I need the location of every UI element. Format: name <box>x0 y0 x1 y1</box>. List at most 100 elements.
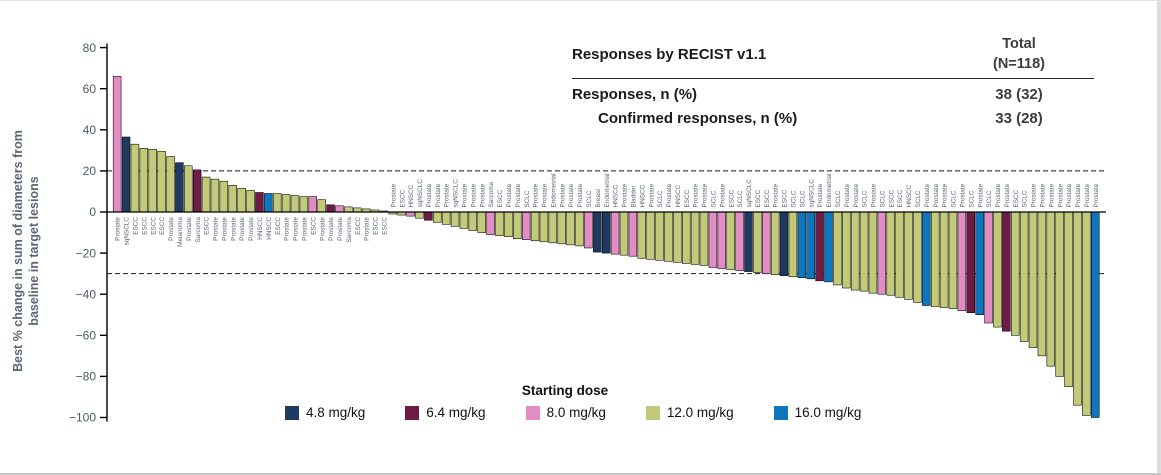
dose-8-0-label: 8.0 mg/kg <box>546 405 606 420</box>
svg-text:80: 80 <box>83 41 97 55</box>
dose-legend: Starting dose 4.8 mg/kg 6.4 mg/kg 8.0 mg… <box>285 383 861 420</box>
svg-text:Prostate: Prostate <box>301 217 308 241</box>
y-axis-title: Best % change in sum of diameters from b… <box>10 101 54 401</box>
svg-text:ESCC: ESCC <box>755 189 762 207</box>
table-row-responses: Responses, n (%) 38 (32) <box>572 86 1094 103</box>
svg-text:HNSCC: HNSCC <box>266 217 273 240</box>
legend-item-12-0: 12.0 mg/kg <box>645 405 734 420</box>
svg-text:Prostate: Prostate <box>622 183 629 207</box>
table-total-line2: (N=118) <box>993 55 1045 72</box>
responses-value: 38 (32) <box>995 86 1043 104</box>
table-title: Responses by RECIST v1.1 <box>572 46 767 64</box>
svg-text:Prostate: Prostate <box>1048 183 1055 207</box>
svg-text:Prostate: Prostate <box>506 183 513 207</box>
confirmed-responses-label: Confirmed responses, n (%) <box>598 110 798 128</box>
svg-text:Prostate: Prostate <box>284 217 291 241</box>
svg-text:sqNSCLC: sqNSCLC <box>746 179 753 208</box>
svg-text:Prostate: Prostate <box>435 183 442 207</box>
svg-text:Melanoma: Melanoma <box>177 217 184 247</box>
svg-text:HNSCC: HNSCC <box>257 217 264 240</box>
table-total-header: Total (N=118) <box>944 35 1094 74</box>
table-total-line1: Total <box>1002 36 1036 52</box>
dose-12-0-swatch-icon <box>645 405 660 420</box>
svg-text:SCLC: SCLC <box>1022 190 1029 207</box>
confirmed-responses-value: 33 (28) <box>995 110 1043 128</box>
svg-text:Prostate: Prostate <box>426 183 433 207</box>
svg-text:20: 20 <box>83 164 97 178</box>
svg-text:SCLC: SCLC <box>915 190 922 207</box>
svg-text:Prostate: Prostate <box>773 183 780 207</box>
svg-text:Prostate: Prostate <box>533 183 540 207</box>
svg-text:SCLC: SCLC <box>879 190 886 207</box>
svg-text:Prostate: Prostate <box>1084 183 1091 207</box>
svg-text:Prostate: Prostate <box>115 217 122 241</box>
svg-text:Prostate: Prostate <box>702 183 709 207</box>
svg-text:Prostate: Prostate <box>693 183 700 207</box>
legend-title: Starting dose <box>521 383 609 398</box>
svg-text:Prostate: Prostate <box>853 183 860 207</box>
svg-text:Prostate: Prostate <box>1057 183 1064 207</box>
svg-text:ESCC: ESCC <box>373 217 380 235</box>
svg-text:ESCC: ESCC <box>204 217 211 235</box>
svg-text:40: 40 <box>83 123 97 137</box>
svg-text:Prostate: Prostate <box>924 183 931 207</box>
svg-text:HNSCC: HNSCC <box>639 184 646 207</box>
svg-text:Prostate: Prostate <box>1066 183 1073 207</box>
legend-item-8-0: 8.0 mg/kg <box>525 405 606 420</box>
svg-text:Prostate: Prostate <box>542 183 549 207</box>
svg-text:−80: −80 <box>76 370 97 384</box>
svg-text:HNSCC: HNSCC <box>675 184 682 207</box>
svg-text:Prostate: Prostate <box>1075 183 1082 207</box>
svg-text:Prostate: Prostate <box>1093 183 1100 207</box>
svg-text:Prostate: Prostate <box>666 183 673 207</box>
svg-text:Prostate: Prostate <box>933 183 940 207</box>
svg-text:HNSCC: HNSCC <box>613 184 620 207</box>
svg-text:SCLC: SCLC <box>862 190 869 207</box>
table-row-confirmed-responses: Confirmed responses, n (%) 33 (28) <box>572 110 1094 127</box>
svg-text:Prostate: Prostate <box>648 183 655 207</box>
svg-text:ESCC: ESCC <box>728 189 735 207</box>
svg-text:sqNSCLC: sqNSCLC <box>124 217 131 246</box>
panel-right-edge <box>1157 1 1161 473</box>
svg-text:Sarcoma: Sarcoma <box>488 181 495 207</box>
svg-text:Prostate: Prostate <box>871 183 878 207</box>
recist-response-table: Responses by RECIST v1.1 Total (N=118) R… <box>572 35 1094 127</box>
svg-text:Prostate: Prostate <box>844 183 851 207</box>
svg-text:Prostate: Prostate <box>577 183 584 207</box>
svg-text:HNSCC: HNSCC <box>408 184 415 207</box>
svg-text:ESCC: ESCC <box>782 189 789 207</box>
svg-text:ESCC: ESCC <box>133 217 140 235</box>
svg-text:Prostate: Prostate <box>1031 183 1038 207</box>
svg-text:SCLC: SCLC <box>737 190 744 207</box>
svg-text:Prostate: Prostate <box>230 217 237 241</box>
svg-text:Prostate: Prostate <box>942 183 949 207</box>
svg-text:−40: −40 <box>76 287 97 301</box>
svg-text:SCLC: SCLC <box>951 190 958 207</box>
dose-4-8-swatch-icon <box>285 405 299 420</box>
svg-text:ESCC: ESCC <box>764 189 771 207</box>
dose-16-0-swatch-icon <box>773 405 788 420</box>
svg-text:SCLC: SCLC <box>986 190 993 207</box>
svg-text:Prostate: Prostate <box>568 183 575 207</box>
svg-text:Sarcoma: Sarcoma <box>195 217 202 243</box>
svg-text:HNSCC: HNSCC <box>906 184 913 207</box>
svg-text:Prostate: Prostate <box>444 183 451 207</box>
svg-text:Prostate: Prostate <box>959 183 966 207</box>
svg-text:SCLC: SCLC <box>711 190 718 207</box>
svg-text:Prostate: Prostate <box>390 183 397 207</box>
svg-text:sqNSCLC: sqNSCLC <box>417 179 424 208</box>
svg-text:ESCC: ESCC <box>1013 189 1020 207</box>
svg-text:Endometrial: Endometrial <box>550 173 557 207</box>
y-axis-title-line1: Best % change in sum of diameters from <box>11 130 25 372</box>
svg-text:Sarcoma: Sarcoma <box>346 217 353 243</box>
legend-item-16-0: 16.0 mg/kg <box>773 405 861 420</box>
svg-text:0: 0 <box>89 205 96 219</box>
svg-text:Prostate: Prostate <box>293 217 300 241</box>
svg-text:Prostate: Prostate <box>186 217 193 241</box>
svg-text:Prostate: Prostate <box>337 217 344 241</box>
svg-text:Prostate: Prostate <box>462 183 469 207</box>
svg-text:ESCC: ESCC <box>497 189 504 207</box>
svg-text:Prostate: Prostate <box>977 183 984 207</box>
